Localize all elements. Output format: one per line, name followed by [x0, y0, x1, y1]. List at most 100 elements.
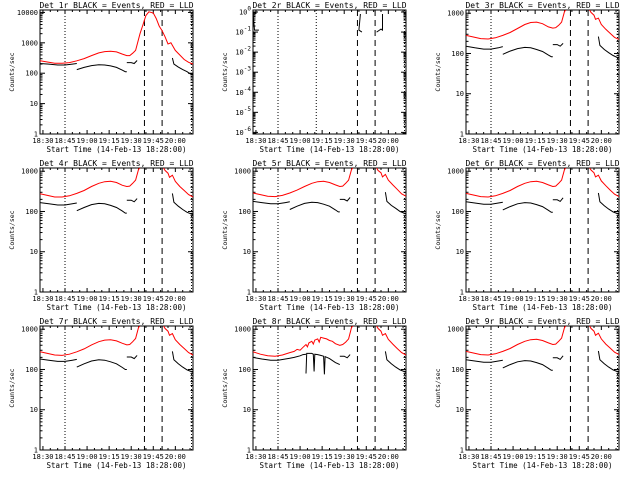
x-tick-label: 19:15	[525, 137, 546, 145]
x-tick-label: 18:45	[267, 137, 288, 145]
events-series-line	[466, 45, 503, 50]
lld-series-line	[376, 168, 406, 197]
y-tick-label: 100	[25, 70, 38, 78]
lld-series-line	[163, 168, 193, 198]
plot-frame	[39, 325, 194, 451]
events-series-line	[376, 14, 383, 33]
y-tick-label: 1000	[234, 168, 251, 176]
y-tick-label: 1000	[234, 326, 251, 334]
y-tick-label: 1	[34, 289, 38, 297]
events-series-line	[76, 202, 127, 214]
x-tick-label: 19:45	[356, 453, 377, 461]
events-series-line	[384, 351, 406, 373]
panel-det-4r: Det 4r BLACK = Events, RED = LLD Start Ti…	[8, 159, 194, 312]
x-tick-label: 19:45	[356, 137, 377, 145]
lld-series-line	[376, 326, 406, 356]
x-tick-label: 18:30	[458, 295, 479, 303]
x-axis-label: Start Time (14-Feb-13 18:28:00)	[47, 461, 187, 470]
x-tick-label: 19:00	[290, 453, 311, 461]
y-tick-label: 100	[25, 366, 38, 374]
x-tick-label: 18:45	[480, 295, 501, 303]
y-tick-label: 100	[238, 366, 251, 374]
events-series-line	[171, 351, 193, 373]
panel-det-6r: Det 6r BLACK = Events, RED = LLD Start Ti…	[434, 159, 620, 312]
events-series-line	[253, 200, 290, 205]
y-tick-label: 1	[460, 131, 464, 139]
x-axis-label: Start Time (14-Feb-13 18:28:00)	[47, 145, 187, 154]
y-tick-label: 10	[30, 248, 38, 256]
y-tick-label: 10	[243, 248, 251, 256]
x-tick-label: 19:15	[312, 137, 333, 145]
x-tick-label: 19:45	[569, 295, 590, 303]
x-axis-label: Start Time (14-Feb-13 18:28:00)	[473, 461, 613, 470]
y-axis-label: Counts/sec	[8, 52, 16, 91]
x-tick-label: 18:45	[267, 453, 288, 461]
x-tick-label: 18:30	[32, 453, 53, 461]
x-tick-label: 19:15	[99, 295, 120, 303]
y-tick-label: 10-4	[235, 86, 251, 97]
y-tick-label: 100	[451, 50, 464, 58]
events-series-line	[552, 197, 564, 203]
y-tick-label: 1000	[21, 326, 38, 334]
chart-title: Det 5r BLACK = Events, RED = LLD	[252, 159, 406, 168]
x-tick-label: 19:30	[547, 453, 568, 461]
x-tick-label: 18:30	[458, 453, 479, 461]
lld-series-line	[466, 10, 567, 40]
lld-series-line	[163, 326, 193, 356]
x-tick-label: 19:30	[334, 453, 355, 461]
events-series-line	[171, 57, 193, 75]
x-tick-label: 19:30	[334, 137, 355, 145]
x-tick-label: 18:30	[245, 137, 266, 145]
plot-frame	[252, 9, 407, 135]
events-series-line	[502, 46, 553, 58]
events-series-line	[289, 201, 340, 213]
y-tick-label: 100	[238, 208, 251, 216]
x-tick-label: 20:00	[378, 295, 399, 303]
y-tick-label: 10	[30, 100, 38, 108]
events-series-line	[126, 60, 138, 65]
events-series-line	[40, 202, 77, 206]
panel-det-7r: Det 7r BLACK = Events, RED = LLD Start Ti…	[8, 317, 194, 470]
x-tick-label: 19:30	[547, 295, 568, 303]
events-series-line	[305, 352, 341, 375]
events-series-line	[384, 192, 406, 215]
y-axis-label: Counts/sec	[8, 210, 16, 249]
y-tick-label: 10	[456, 90, 464, 98]
chart-title: Det 4r BLACK = Events, RED = LLD	[39, 159, 193, 168]
x-tick-label: 19:15	[312, 295, 333, 303]
y-tick-label: 1	[34, 131, 38, 139]
x-axis-label: Start Time (14-Feb-13 18:28:00)	[260, 145, 400, 154]
x-tick-label: 19:45	[143, 137, 164, 145]
x-axis-label: Start Time (14-Feb-13 18:28:00)	[260, 303, 400, 312]
events-series-line	[466, 359, 503, 363]
panel-det-8r: Det 8r BLACK = Events, RED = LLD Start Ti…	[221, 317, 407, 470]
y-tick-label: 1	[460, 289, 464, 297]
x-tick-label: 20:00	[378, 137, 399, 145]
y-tick-label: 10-3	[235, 66, 251, 77]
events-series-line	[40, 358, 77, 362]
x-tick-label: 19:30	[121, 453, 142, 461]
lld-series-line	[253, 168, 354, 198]
lld-series-line	[253, 326, 354, 357]
x-tick-label: 19:45	[356, 295, 377, 303]
lld-series-line	[40, 168, 141, 198]
chart-title: Det 7r BLACK = Events, RED = LLD	[39, 317, 193, 326]
y-axis-label: Counts/sec	[434, 52, 442, 91]
events-series-line	[40, 63, 77, 66]
events-series-line	[358, 13, 363, 33]
plot-frame	[39, 167, 194, 293]
chart-title: Det 3r BLACK = Events, RED = LLD	[465, 1, 619, 10]
y-axis-label: Counts/sec	[434, 368, 442, 407]
plot-frame	[252, 325, 407, 451]
x-tick-label: 19:00	[503, 453, 524, 461]
x-tick-label: 18:45	[267, 295, 288, 303]
events-series-line	[597, 36, 619, 59]
x-tick-label: 19:15	[525, 453, 546, 461]
chart-title: Det 8r BLACK = Events, RED = LLD	[252, 317, 406, 326]
x-tick-label: 20:00	[591, 295, 612, 303]
x-axis-label: Start Time (14-Feb-13 18:28:00)	[260, 461, 400, 470]
x-axis-label: Start Time (14-Feb-13 18:28:00)	[473, 145, 613, 154]
x-tick-label: 18:30	[32, 137, 53, 145]
x-tick-label: 19:30	[334, 295, 355, 303]
